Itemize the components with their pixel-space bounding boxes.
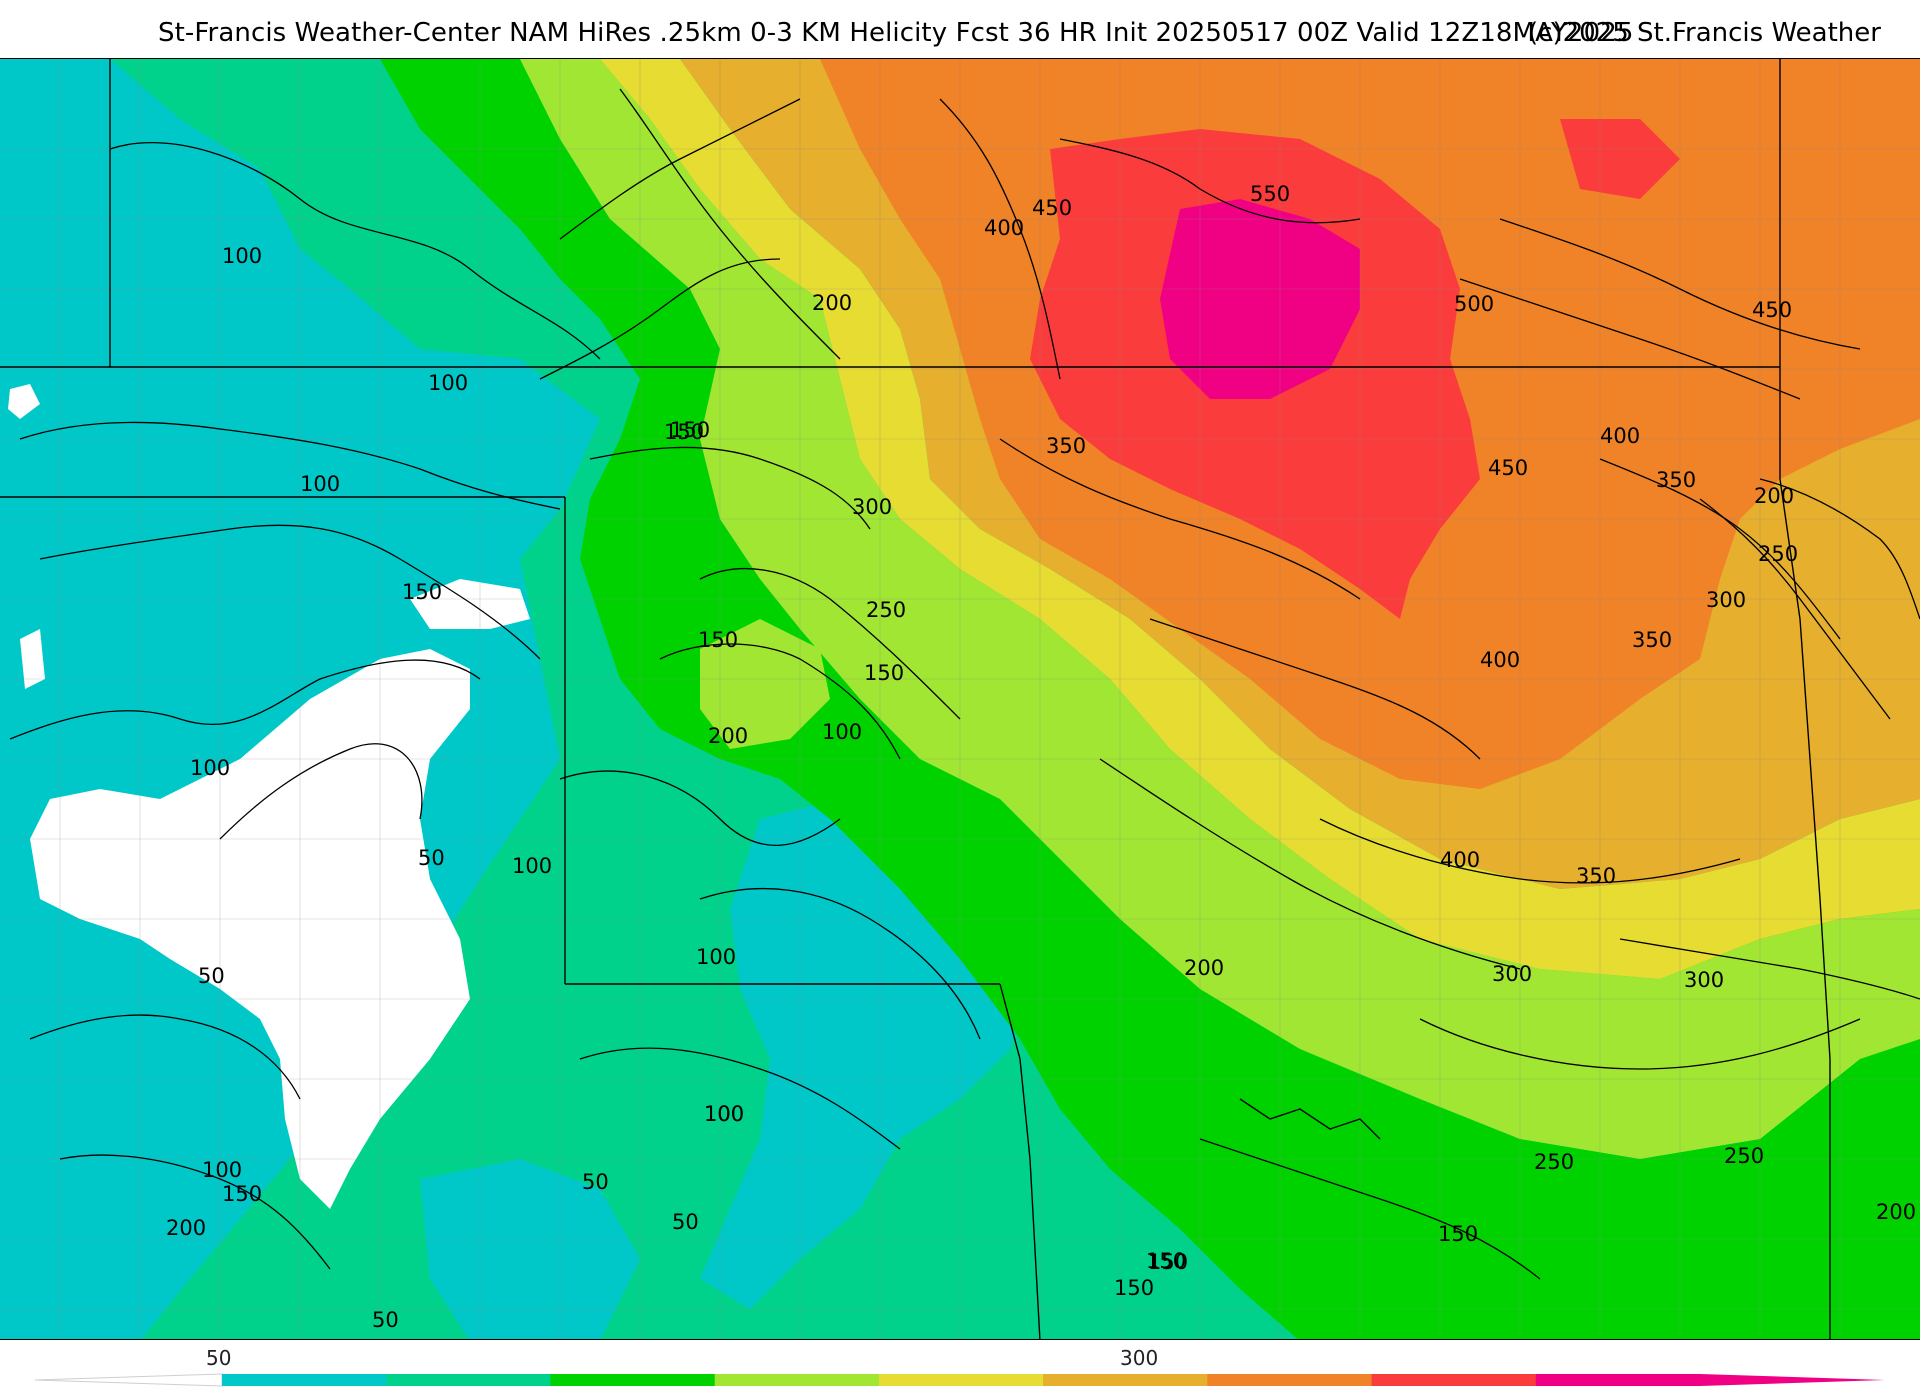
contour-label: 250 <box>1534 1150 1574 1174</box>
field-band-200-250-pocket <box>700 619 830 749</box>
contour-label: 200 <box>1754 484 1794 508</box>
helicity-contours <box>9 88 1920 1280</box>
colorbar-left-arrow <box>34 1373 223 1387</box>
colorbar-right-arrow <box>1700 1374 1885 1386</box>
contour-label: 100 <box>428 371 468 395</box>
contour-label: 350 <box>1656 468 1696 492</box>
contour-label: 300 <box>1706 588 1746 612</box>
contour-label: 300 <box>852 495 892 519</box>
map-title: St-Francis Weather-Center NAM HiRes .25k… <box>158 18 1634 48</box>
contour-label: 400 <box>1480 648 1520 672</box>
contour-label: 350 <box>1576 864 1616 888</box>
contour-label: 450 <box>1032 196 1072 220</box>
colorbar-bin <box>1371 1374 1537 1386</box>
colorbar: 50 300 <box>0 1340 1920 1400</box>
colorbar-bin <box>1535 1374 1701 1386</box>
contour-label: 150 <box>698 628 738 652</box>
contour-label: 550 <box>1250 182 1290 206</box>
field-band-below-50-west <box>30 649 470 1209</box>
field-band-below-50-blob-1 <box>410 579 530 629</box>
state-boundaries <box>0 59 1831 1339</box>
contour-label: 100 <box>704 1102 744 1126</box>
contour-label: 150 <box>1114 1276 1154 1300</box>
field-band-below-50-blob-3 <box>8 384 40 419</box>
field-band-250-300 <box>600 59 1920 979</box>
contour-label: 50 <box>672 1210 699 1234</box>
contour-label: 200 <box>1876 1200 1916 1224</box>
contour-label: 150 <box>1438 1222 1478 1246</box>
contour-label: 200 <box>708 724 748 748</box>
contour-label: 250 <box>1758 542 1798 566</box>
contour-label: 100 <box>512 854 552 878</box>
contour-label: 100 <box>222 244 262 268</box>
contour-label: 50 <box>582 1170 609 1194</box>
field-band-200-250 <box>520 59 1920 1159</box>
contour-label: 200 <box>166 1216 206 1240</box>
contour-label: 100 <box>696 945 736 969</box>
contour-label: 450 <box>1752 298 1792 322</box>
contour-label: 100 <box>822 720 862 744</box>
contour-label: 400 <box>1440 848 1480 872</box>
colorbar-bin <box>222 1374 387 1386</box>
field-band-400-450-ne <box>1560 119 1680 199</box>
contour-label: 400 <box>984 216 1024 240</box>
contour-labels: 100 100 100 150 150 150 100 50 50 100 10… <box>166 182 1916 1332</box>
contour-label: 100 <box>300 472 340 496</box>
contour-label: 350 <box>1046 434 1086 458</box>
contour-label: 400 <box>1600 424 1640 448</box>
contour-label: 500 <box>1454 292 1494 316</box>
field-band-50-100-west <box>0 59 600 1339</box>
colorbar-bin <box>1207 1374 1372 1386</box>
colorbar-bin <box>878 1374 1044 1386</box>
colorbar-tick-label: 300 <box>1120 1346 1159 1370</box>
contour-label: 450 <box>1488 456 1528 480</box>
contour-label: 50 <box>372 1308 399 1332</box>
contour-label: 150 <box>864 661 904 685</box>
contour-label: 200 <box>1184 956 1224 980</box>
colorbar-bin <box>550 1374 716 1386</box>
colorbar-tick-label: 50 <box>206 1346 232 1370</box>
helicity-map[interactable]: 100 100 100 150 150 150 100 50 50 100 10… <box>0 58 1920 1340</box>
contour-label: 300 <box>1492 962 1532 986</box>
title-bar: St-Francis Weather-Center NAM HiRes .25k… <box>0 0 1920 58</box>
contour-label: 250 <box>866 598 906 622</box>
contour-label: 150 <box>664 420 704 444</box>
colorbar-bins <box>222 1374 1701 1386</box>
field-band-below-50-blob-2 <box>20 629 45 689</box>
map-canvas: 100 100 100 150 150 150 100 50 50 100 10… <box>0 59 1920 1339</box>
contour-label: 150 <box>1148 1250 1188 1274</box>
contour-label: 300 <box>1684 968 1724 992</box>
colorbar-bin <box>1043 1374 1208 1386</box>
copyright-notice: (c)2025 St.Francis Weather <box>1528 18 1881 48</box>
field-band-above-450 <box>1160 199 1360 399</box>
field-band-50-100-south <box>420 1159 640 1339</box>
colorbar-bin <box>714 1374 880 1386</box>
contour-label: 50 <box>198 964 225 988</box>
contour-label: 150 <box>402 580 442 604</box>
contour-label: 350 <box>1632 628 1672 652</box>
colorbar-strip <box>34 1373 1885 1387</box>
contour-label: 100 <box>202 1158 242 1182</box>
county-grid <box>0 59 1920 1339</box>
contour-label: 50 <box>418 846 445 870</box>
contour-label: 100 <box>704 1102 744 1126</box>
contour-label: 200 <box>812 291 852 315</box>
contour-label: 100 <box>190 756 230 780</box>
contour-label: 250 <box>1724 1144 1764 1168</box>
contour-label: 150 <box>670 418 710 442</box>
contour-label: 150 <box>222 1182 262 1206</box>
colorbar-bin <box>386 1374 551 1386</box>
contour-label: 150 <box>1146 1249 1186 1273</box>
field-band-150-200 <box>380 59 1920 1339</box>
